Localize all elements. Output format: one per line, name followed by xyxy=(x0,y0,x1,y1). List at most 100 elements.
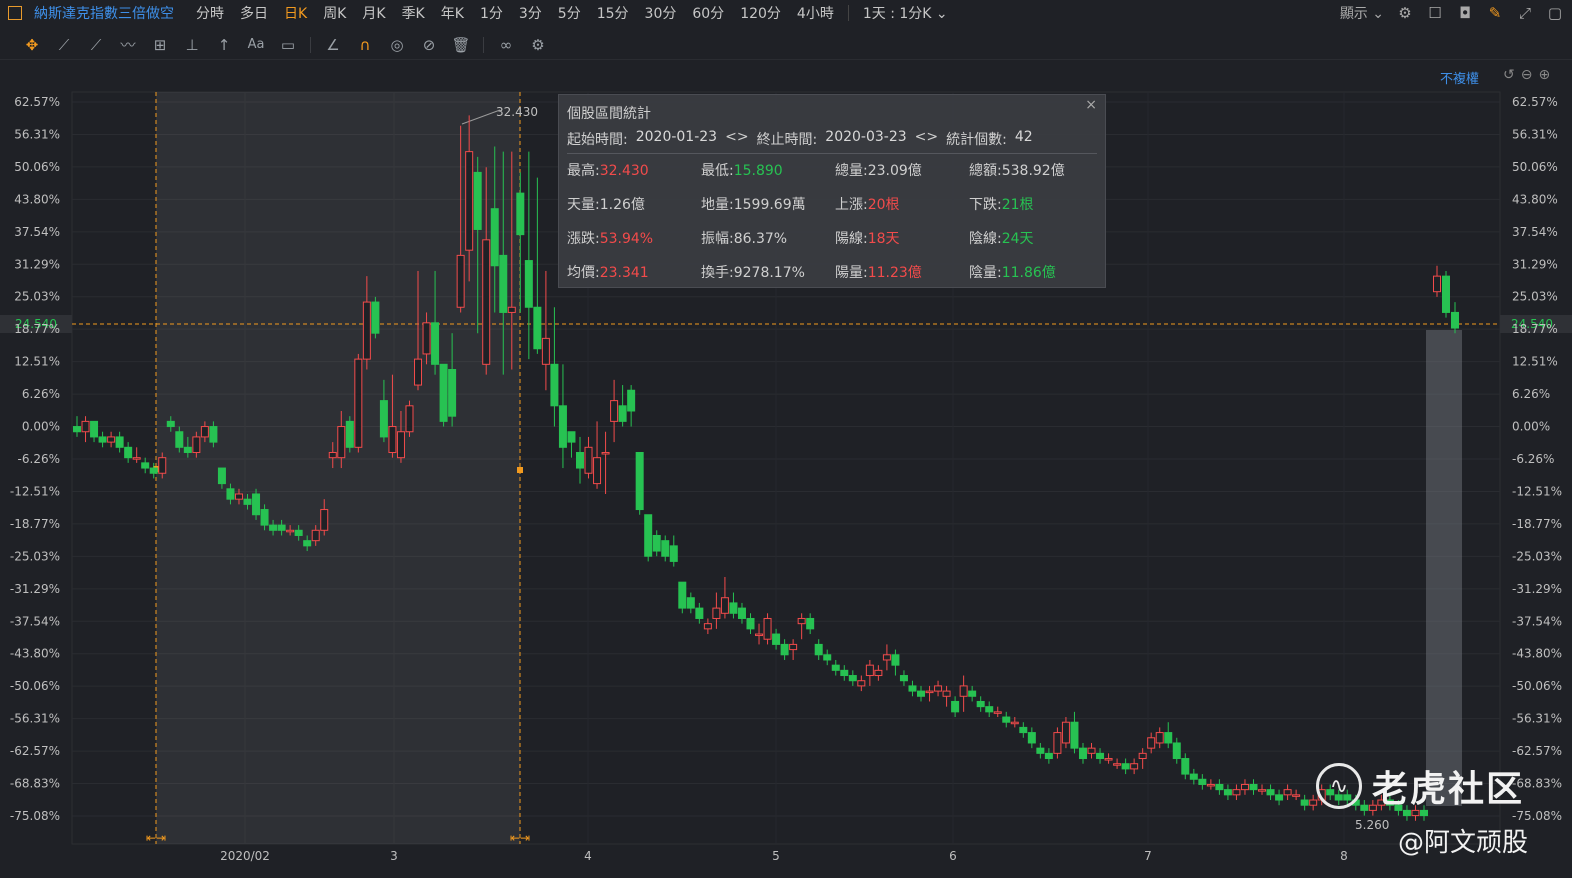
timeframe-tab[interactable]: 3分 xyxy=(518,6,542,22)
camera-icon[interactable]: ◘ xyxy=(1459,4,1471,22)
timeframe-tab[interactable]: 15分 xyxy=(596,6,629,22)
candle-body xyxy=(277,524,286,531)
y-tick-label-right: 25.03% xyxy=(1512,290,1558,304)
settings-icon[interactable]: ⚙ xyxy=(531,35,545,54)
timeframe-tab[interactable]: 5分 xyxy=(557,6,581,22)
candle-body xyxy=(601,451,610,455)
candle-body xyxy=(1223,789,1232,796)
candle-body xyxy=(925,690,934,694)
timeframe-tab[interactable]: 日K xyxy=(284,6,308,22)
timeframe-tab[interactable]: 月K xyxy=(362,6,386,22)
wave-icon[interactable]: 〰 xyxy=(120,36,136,54)
stat-label: 地量: xyxy=(701,197,734,213)
stat-cell: 換手:9278.17% xyxy=(701,263,835,283)
candle-body xyxy=(712,607,721,619)
y-tick-label-right: 37.54% xyxy=(1512,225,1558,239)
arrow-up-icon[interactable]: ⊥ xyxy=(185,35,199,54)
candle-body xyxy=(1451,311,1459,329)
drawing-toolbar: ✥ ⟋ ⟋ 〰 ⊞ ⊥ ↑ Aa ▭ ∠ ∩ ◎ ⊘ 🗑 ∞ ⚙ xyxy=(0,30,1572,60)
timeframe-tab[interactable]: 多日 xyxy=(240,6,268,22)
stat-label: 最高: xyxy=(567,163,600,179)
move-icon[interactable]: ✥ xyxy=(25,35,39,54)
start-stepper-icon[interactable]: <> xyxy=(725,129,749,145)
candle xyxy=(976,696,985,712)
timeframe-tab[interactable]: 分時 xyxy=(196,6,224,22)
start-date[interactable]: 2020-01-23 xyxy=(635,129,718,145)
candle xyxy=(166,416,175,432)
candle-body xyxy=(1036,747,1045,754)
y-tick-label-left: 37.54% xyxy=(14,225,60,239)
eye-icon[interactable]: ◎ xyxy=(390,35,404,54)
fullscreen-icon[interactable]: ⤢ xyxy=(1518,4,1531,22)
timeframe-tab[interactable]: 120分 xyxy=(740,6,781,22)
window-toggle-icon[interactable]: ▢ xyxy=(1547,4,1563,22)
candle-body xyxy=(1181,758,1190,775)
stat-cell: 陽量:11.23億 xyxy=(835,263,969,283)
reset-icon[interactable]: ↺ xyxy=(1503,67,1515,83)
zoom-in-icon[interactable]: ⊕ xyxy=(1538,67,1551,83)
measure-icon[interactable]: ⊞ xyxy=(153,35,167,54)
hide-icon[interactable]: ⊘ xyxy=(422,35,436,54)
timeframe-tab[interactable]: 年K xyxy=(440,6,464,22)
candle-body xyxy=(823,654,832,661)
candle xyxy=(234,488,243,505)
candle-body xyxy=(1198,778,1207,785)
layout-icon[interactable]: ☐ xyxy=(1428,4,1442,22)
high-marker-line xyxy=(461,109,501,125)
candle xyxy=(1189,768,1198,785)
candle xyxy=(737,602,746,624)
candle-body xyxy=(115,436,124,448)
candle xyxy=(405,400,414,437)
angle-icon[interactable]: ∠ xyxy=(326,35,340,54)
timeframe-tab[interactable]: 4小時 xyxy=(796,6,834,22)
y-tick-label-right: -31.29% xyxy=(1512,582,1562,596)
close-icon[interactable]: × xyxy=(1085,97,1097,113)
crosshair-label-right: 24.540 xyxy=(1511,317,1553,331)
gear-icon[interactable]: ⚙ xyxy=(1398,4,1412,22)
timeframe-tab[interactable]: 周K xyxy=(323,6,347,22)
candle-body xyxy=(772,633,781,645)
candle-body xyxy=(985,706,994,713)
candle xyxy=(678,581,687,614)
delete-icon[interactable]: 🗑 xyxy=(451,35,471,54)
comment-icon[interactable]: ▭ xyxy=(280,35,296,54)
magnet-icon[interactable]: ∩ xyxy=(359,35,371,54)
y-tick-label-left: 0.00% xyxy=(22,420,60,434)
candle xyxy=(1258,784,1267,795)
timeframe-tab[interactable]: 60分 xyxy=(692,6,725,22)
link-icon[interactable]: ∞ xyxy=(499,35,513,54)
pencil-icon[interactable]: ✎ xyxy=(1488,4,1502,22)
count-label: 統計個數: xyxy=(946,132,1007,148)
y-tick-label-right: -6.26% xyxy=(1512,452,1554,466)
symbol-name[interactable]: 納斯達克指數三倍做空 xyxy=(34,6,174,22)
end-stepper-icon[interactable]: <> xyxy=(914,129,939,145)
candle xyxy=(644,514,653,562)
zoom-out-icon[interactable]: ⊖ xyxy=(1520,67,1533,83)
arrow-icon[interactable]: ↑ xyxy=(217,35,231,54)
y-tick-label-left: -25.03% xyxy=(10,549,60,563)
range-select-label: 1天 : 1分K xyxy=(862,6,932,22)
timeframe-tab[interactable]: 季K xyxy=(401,6,425,22)
end-date[interactable]: 2020-03-23 xyxy=(825,129,907,145)
candle xyxy=(712,592,721,629)
candle xyxy=(81,416,90,443)
candle xyxy=(891,649,900,676)
window-icon[interactable] xyxy=(8,6,22,20)
timeframe-tab[interactable]: 1分 xyxy=(479,6,503,22)
text-icon[interactable]: Aa xyxy=(247,37,265,52)
timeframe-tab[interactable]: 30分 xyxy=(644,6,677,22)
range-select[interactable]: 1天 : 1分K ⌄ xyxy=(863,3,948,23)
price-adjust-toggle[interactable]: 不複權 xyxy=(1440,72,1480,87)
line-icon[interactable]: ⟋ xyxy=(58,35,70,54)
hover-column xyxy=(1426,330,1462,806)
stat-label: 陽量: xyxy=(835,265,868,281)
candle xyxy=(439,363,448,427)
y-tick-label-left: 18.77% xyxy=(14,322,60,336)
display-menu[interactable]: 顯示 ⌄ xyxy=(1339,6,1384,22)
candle-body xyxy=(891,654,900,666)
candle-body xyxy=(882,654,891,661)
channel-icon[interactable]: ⟋ xyxy=(90,35,102,54)
candle xyxy=(328,442,337,469)
candle xyxy=(789,639,798,660)
